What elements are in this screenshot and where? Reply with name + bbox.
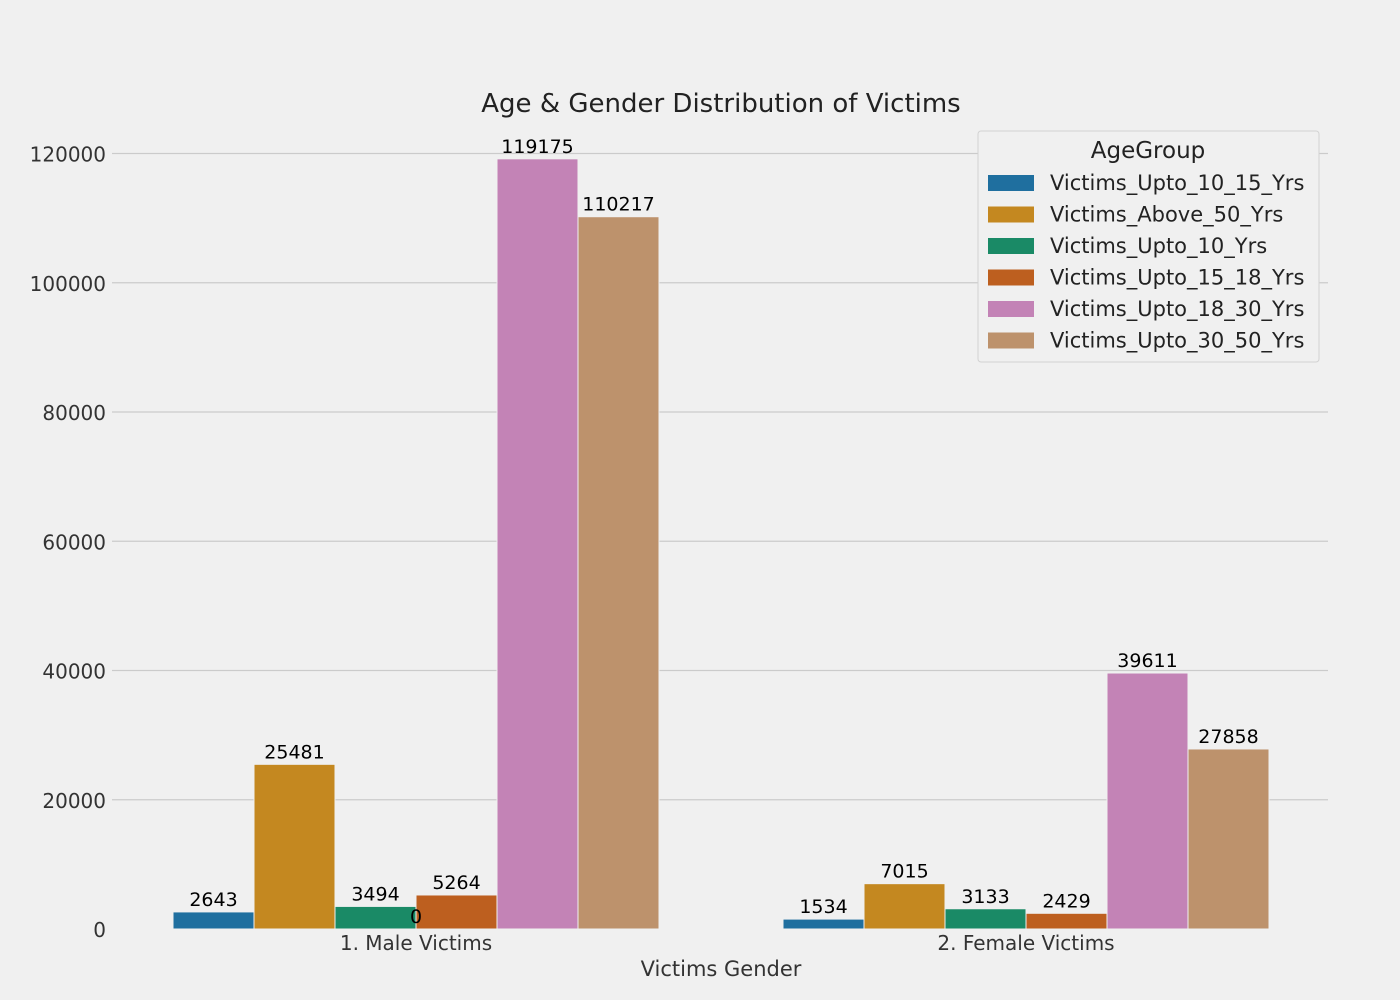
legend-label: Victims_Upto_18_30_Yrs — [1050, 297, 1304, 322]
y-tick-label: 60000 — [42, 530, 106, 554]
data-labels: 2643 1534 25481 7015 3494 3133 5264 2429 119175 3… — [189, 136, 1258, 928]
x-axis-ticks: 1. Male Victims 2. Female Victims — [340, 931, 1115, 955]
bar — [253, 763, 336, 930]
bars — [172, 158, 1270, 930]
bar — [782, 918, 865, 930]
bar-value-label: 3494 — [351, 883, 399, 905]
bar — [863, 883, 946, 930]
legend-label: Victims_Upto_10_Yrs — [1050, 234, 1267, 259]
legend-items: Victims_Upto_10_15_Yrs Victims_Above_50_Y… — [988, 171, 1304, 354]
bar-value-label: 25481 — [264, 741, 324, 763]
legend-swatch — [988, 206, 1034, 223]
bar-value-label: 27858 — [1198, 726, 1258, 748]
legend-label: Victims_Above_50_Yrs — [1050, 203, 1283, 228]
bar — [944, 908, 1027, 930]
x-axis-label: Victims Gender — [641, 957, 802, 981]
legend-swatch — [988, 238, 1034, 254]
chart-title: Age & Gender Distribution of Victims — [481, 89, 960, 119]
bar-value-label: 39611 — [1117, 650, 1177, 672]
legend-title: AgeGroup — [1091, 138, 1206, 164]
x-tick-label: 2. Female Victims — [937, 931, 1114, 955]
bar-value-label: 5264 — [432, 872, 480, 894]
bar-value-label: 7015 — [880, 861, 928, 883]
bar-value-label: 119175 — [501, 136, 574, 158]
bar — [172, 911, 255, 930]
legend-label: Victims_Upto_15_18_Yrs — [1050, 266, 1304, 291]
y-tick-label: 80000 — [42, 401, 106, 425]
bar-value-label: 3133 — [961, 886, 1009, 908]
y-tick-label: 20000 — [42, 789, 106, 813]
bar-value-label: 1534 — [799, 896, 847, 918]
bar — [1106, 672, 1189, 930]
y-tick-label: 100000 — [30, 272, 106, 296]
legend-label: Victims_Upto_10_15_Yrs — [1050, 171, 1304, 196]
y-tick-label: 120000 — [30, 143, 106, 167]
bar — [577, 216, 660, 930]
legend: AgeGroup Victims_Upto_10_15_Yrs Victims_A… — [977, 130, 1320, 363]
bar — [1187, 748, 1270, 930]
bar — [496, 158, 579, 930]
bar-value-label: 110217 — [582, 194, 655, 216]
y-axis-ticks: 0 20000 40000 60000 80000 100000 120000 — [30, 143, 106, 943]
legend-swatch — [988, 301, 1034, 317]
bar — [415, 894, 498, 930]
legend-box — [977, 130, 1320, 363]
y-tick-label: 0 — [93, 918, 106, 942]
legend-swatch — [988, 175, 1034, 191]
bar-value-label: 2429 — [1042, 890, 1090, 912]
y-tick-label: 40000 — [42, 660, 106, 684]
bar — [334, 905, 417, 930]
annotation-label: 0 — [410, 906, 422, 928]
legend-label: Victims_Upto_30_50_Yrs — [1050, 329, 1304, 354]
legend-swatch — [988, 332, 1034, 349]
bar — [1025, 912, 1108, 930]
bar-value-label: 2643 — [189, 889, 237, 911]
x-tick-label: 1. Male Victims — [340, 931, 492, 955]
legend-swatch — [988, 269, 1034, 286]
